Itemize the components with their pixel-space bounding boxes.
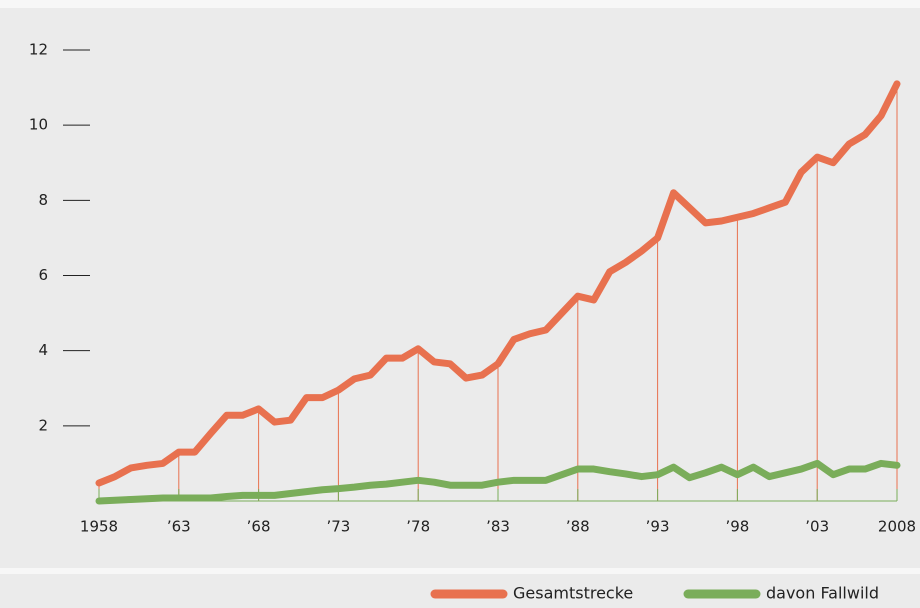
y-tick-label: 4 bbox=[38, 341, 48, 359]
series-line bbox=[95, 459, 901, 505]
x-tick-label: 1958 bbox=[80, 518, 118, 536]
x-tick-label: 2008 bbox=[878, 518, 916, 536]
x-tick-label: ’83 bbox=[486, 518, 510, 536]
legend-label: davon Fallwild bbox=[766, 584, 879, 603]
legend-label: Gesamtstrecke bbox=[513, 584, 633, 603]
x-tick-label: ’78 bbox=[406, 518, 430, 536]
top-band bbox=[0, 0, 920, 8]
y-tick-label: 12 bbox=[29, 41, 48, 59]
x-tick-label: ’98 bbox=[725, 518, 749, 536]
legend-separator bbox=[0, 568, 920, 574]
y-tick-label: 10 bbox=[29, 116, 48, 134]
series-line bbox=[95, 80, 901, 487]
y-tick-label: 2 bbox=[38, 416, 48, 434]
x-tick-label: ’73 bbox=[326, 518, 350, 536]
x-tick-label: ’03 bbox=[805, 518, 829, 536]
y-tick-label: 6 bbox=[38, 266, 48, 284]
x-tick-label: ’63 bbox=[167, 518, 191, 536]
x-tick-label: ’68 bbox=[247, 518, 271, 536]
x-tick-label: ’93 bbox=[646, 518, 670, 536]
y-tick-label: 8 bbox=[38, 191, 48, 209]
x-tick-label: ’88 bbox=[566, 518, 590, 536]
